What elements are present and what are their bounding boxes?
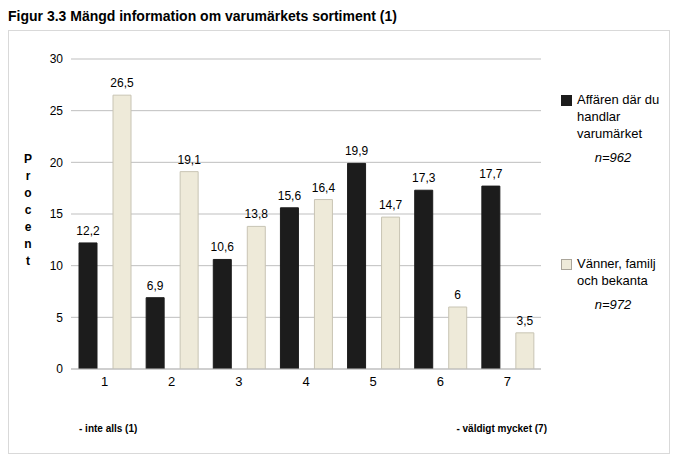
svg-text:19,9: 19,9: [345, 144, 369, 158]
svg-text:1: 1: [101, 374, 108, 389]
svg-text:4: 4: [302, 374, 309, 389]
html-text:o: o: [24, 186, 32, 200]
svg-text:10,6: 10,6: [211, 240, 235, 254]
svg-text:12,2: 12,2: [76, 224, 100, 238]
html-text:e: e: [24, 220, 32, 234]
svg-text:6,9: 6,9: [147, 279, 164, 293]
html-text:c: c: [24, 203, 32, 217]
svg-text:20: 20: [50, 156, 64, 170]
svg-text:26,5: 26,5: [110, 76, 134, 90]
svg-text:2: 2: [168, 374, 175, 389]
svg-text:3: 3: [235, 374, 242, 389]
svg-text:6: 6: [437, 374, 444, 389]
html-text:Affären där du handlar varumär: Affären där du handlar varumärket: [577, 92, 660, 141]
svg-text:19,1: 19,1: [177, 153, 201, 167]
html-text:t: t: [26, 254, 30, 268]
svg-text:15,6: 15,6: [278, 189, 302, 203]
svg-text:15: 15: [50, 207, 64, 221]
html-text:P: P: [24, 152, 32, 166]
html-text:- inte alls (1): - inte alls (1): [79, 423, 138, 434]
html-text:n=972: n=972: [594, 297, 632, 312]
svg-text:13,8: 13,8: [245, 207, 269, 221]
svg-text:14,7: 14,7: [379, 198, 403, 212]
html-text:- väldigt mycket (7): - väldigt mycket (7): [456, 423, 547, 434]
html-text:Figur 3.3 Mängd information om: Figur 3.3 Mängd information om varumärke…: [8, 8, 397, 24]
svg-text:5: 5: [56, 311, 63, 325]
svg-text:3,5: 3,5: [517, 314, 534, 328]
svg-text:16,4: 16,4: [312, 181, 336, 195]
svg-text:17,7: 17,7: [479, 167, 503, 181]
svg-text:6: 6: [454, 288, 461, 302]
svg-text:10: 10: [50, 259, 64, 273]
svg-text:25: 25: [50, 104, 64, 118]
svg-text:7: 7: [504, 374, 511, 389]
html-text:n: n: [24, 237, 32, 251]
html-text:n=962: n=962: [594, 150, 632, 165]
svg-text:5: 5: [370, 374, 377, 389]
svg-text:0: 0: [56, 362, 63, 376]
svg-text:30: 30: [50, 52, 64, 66]
html-text:Vänner, familj och bekanta: Vänner, familj och bekanta: [577, 256, 656, 288]
html-text:r: r: [25, 169, 31, 183]
svg-text:17,3: 17,3: [412, 171, 436, 185]
